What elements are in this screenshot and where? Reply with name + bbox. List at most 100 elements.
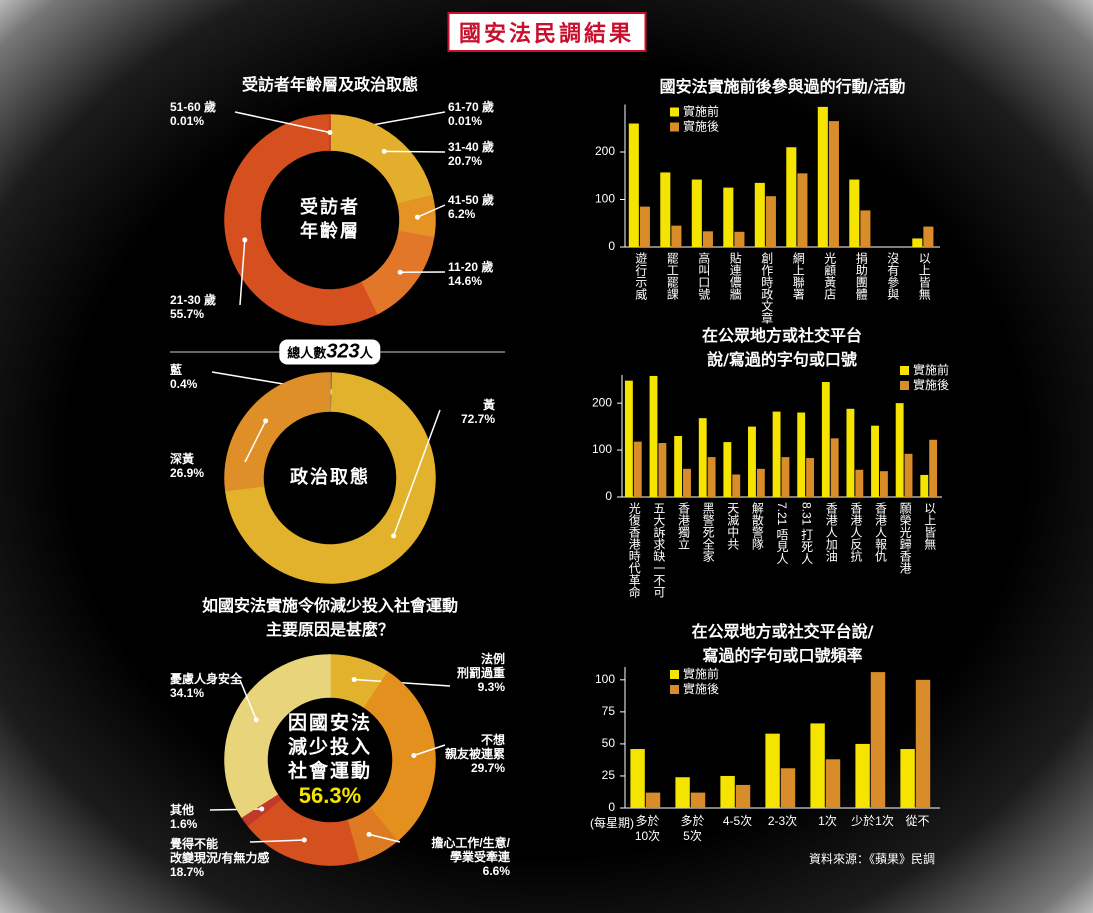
bar bbox=[756, 468, 765, 497]
leader-dot bbox=[381, 148, 387, 154]
slice-name: 憂慮人身安全 bbox=[170, 672, 243, 686]
slice-value: 6.2% bbox=[448, 207, 476, 221]
bar bbox=[900, 749, 915, 808]
bar bbox=[797, 173, 808, 247]
total-prefix: 總人數 bbox=[287, 345, 327, 361]
leader-dot bbox=[242, 237, 248, 243]
bar bbox=[720, 775, 735, 808]
bar bbox=[649, 375, 658, 497]
legend-swatch bbox=[900, 366, 909, 375]
bar bbox=[825, 759, 841, 808]
leader-line bbox=[392, 409, 441, 537]
donut-slice bbox=[224, 372, 436, 584]
slice-label: 深黃 26.9% bbox=[170, 452, 204, 480]
bar bbox=[675, 777, 690, 808]
bar bbox=[723, 187, 734, 247]
source: 資料來源：《蘋果》民調 bbox=[808, 852, 935, 866]
x-tick-label: 五大訴求缺一不可 bbox=[651, 502, 666, 598]
x-tick-label: 香港人加油 bbox=[824, 502, 839, 562]
bar bbox=[748, 426, 756, 497]
chart-title: 在公眾地方或社交平台 說/寫過的字句或口號 bbox=[701, 326, 862, 369]
slice-label: 61-70 歲 0.01% bbox=[448, 100, 494, 128]
bar bbox=[780, 768, 796, 808]
slice-name: 11-20 歲 bbox=[448, 260, 494, 274]
bar bbox=[765, 733, 780, 808]
center-value: 56.3% bbox=[298, 783, 362, 808]
slice-value: 55.7% bbox=[170, 307, 205, 321]
slice-value: 0.4% bbox=[170, 377, 198, 391]
total-banner: 總人數323人 bbox=[279, 339, 381, 365]
bar bbox=[929, 439, 938, 497]
bar bbox=[754, 182, 765, 247]
bar bbox=[691, 179, 702, 247]
bar bbox=[765, 196, 776, 247]
bar bbox=[734, 231, 745, 247]
bar bbox=[821, 382, 830, 497]
bar bbox=[870, 672, 886, 808]
slice-name: 擔心工作/生意/ 學業受牽連 bbox=[431, 836, 510, 864]
center-label: 政治取態 bbox=[290, 467, 370, 488]
bar bbox=[855, 743, 870, 808]
x-tick-label: 1次 bbox=[818, 814, 837, 828]
y-tick-label: 100 bbox=[595, 672, 615, 686]
bar bbox=[879, 471, 888, 497]
x-tick-label: 8.31 打死人 bbox=[799, 502, 814, 565]
bar bbox=[630, 749, 645, 808]
x-tick-label: 2-3次 bbox=[767, 814, 798, 828]
bar bbox=[772, 411, 781, 497]
leader-dot bbox=[263, 418, 269, 424]
y-tick-label: 200 bbox=[592, 395, 612, 409]
total-value: 323 bbox=[326, 340, 360, 363]
bar bbox=[735, 784, 751, 808]
donut-slice bbox=[363, 671, 436, 842]
donut-slice bbox=[360, 230, 435, 316]
bar bbox=[786, 147, 797, 247]
bar bbox=[660, 172, 671, 247]
slice-value: 14.6% bbox=[448, 274, 483, 288]
x-tick-label: 沒有參與 bbox=[885, 252, 900, 300]
x-tick-label: 願榮光歸香港 bbox=[898, 502, 913, 574]
bar bbox=[923, 226, 934, 247]
chart-title: 如國安法實施令你減少投入社會運動 主要原因是甚麼？ bbox=[201, 596, 458, 639]
slice-name: 51-60 歲 bbox=[170, 100, 217, 114]
slice-name: 不想 親友被連累 bbox=[444, 733, 505, 761]
leader-dot bbox=[397, 269, 403, 275]
bar bbox=[702, 231, 713, 247]
bar bbox=[698, 418, 707, 497]
slice-label: 其他 1.6% bbox=[170, 803, 197, 831]
slice-name: 覺得不能 改變現況/有無力感 bbox=[170, 837, 270, 865]
slice-name: 21-30 歲 bbox=[170, 293, 217, 307]
y-tick-label: 100 bbox=[595, 192, 615, 206]
x-tick-label: 多於 5次 bbox=[680, 814, 705, 843]
leader-dot bbox=[259, 806, 265, 812]
bar bbox=[628, 123, 639, 247]
slice-name: 41-50 歲 bbox=[448, 193, 495, 207]
y-tick-label: 75 bbox=[602, 704, 616, 718]
bar bbox=[860, 210, 871, 247]
slice-value: 20.7% bbox=[448, 154, 483, 168]
bar bbox=[671, 225, 682, 247]
bar bbox=[645, 792, 661, 808]
bar bbox=[904, 453, 913, 497]
x-tick-label: 光顧黃店 bbox=[822, 252, 837, 300]
bar bbox=[624, 380, 633, 497]
bar bbox=[846, 408, 855, 497]
slice-label: 憂慮人身安全 34.1% bbox=[170, 672, 242, 700]
leader-line bbox=[417, 204, 446, 218]
x-tick-label: 少於1次 bbox=[851, 814, 894, 828]
leader-line bbox=[239, 679, 257, 721]
y-tick-label: 25 bbox=[602, 768, 616, 782]
x-tick-label: 捐助團體 bbox=[854, 252, 869, 300]
bar bbox=[639, 206, 650, 247]
slice-value: 29.7% bbox=[470, 761, 505, 775]
slice-name: 深黃 bbox=[170, 452, 195, 466]
slice-label: 41-50 歲 6.2% bbox=[448, 193, 494, 221]
slice-value: 1.6% bbox=[170, 817, 198, 831]
leader-line bbox=[413, 744, 446, 757]
donut-slice bbox=[224, 654, 331, 818]
bar bbox=[674, 436, 683, 497]
y-tick-label: 100 bbox=[592, 442, 612, 456]
x-tick-label: 解散警隊 bbox=[750, 502, 765, 550]
leader-dot bbox=[366, 831, 372, 837]
x-tick-label: 創作時政文章 bbox=[759, 252, 774, 324]
